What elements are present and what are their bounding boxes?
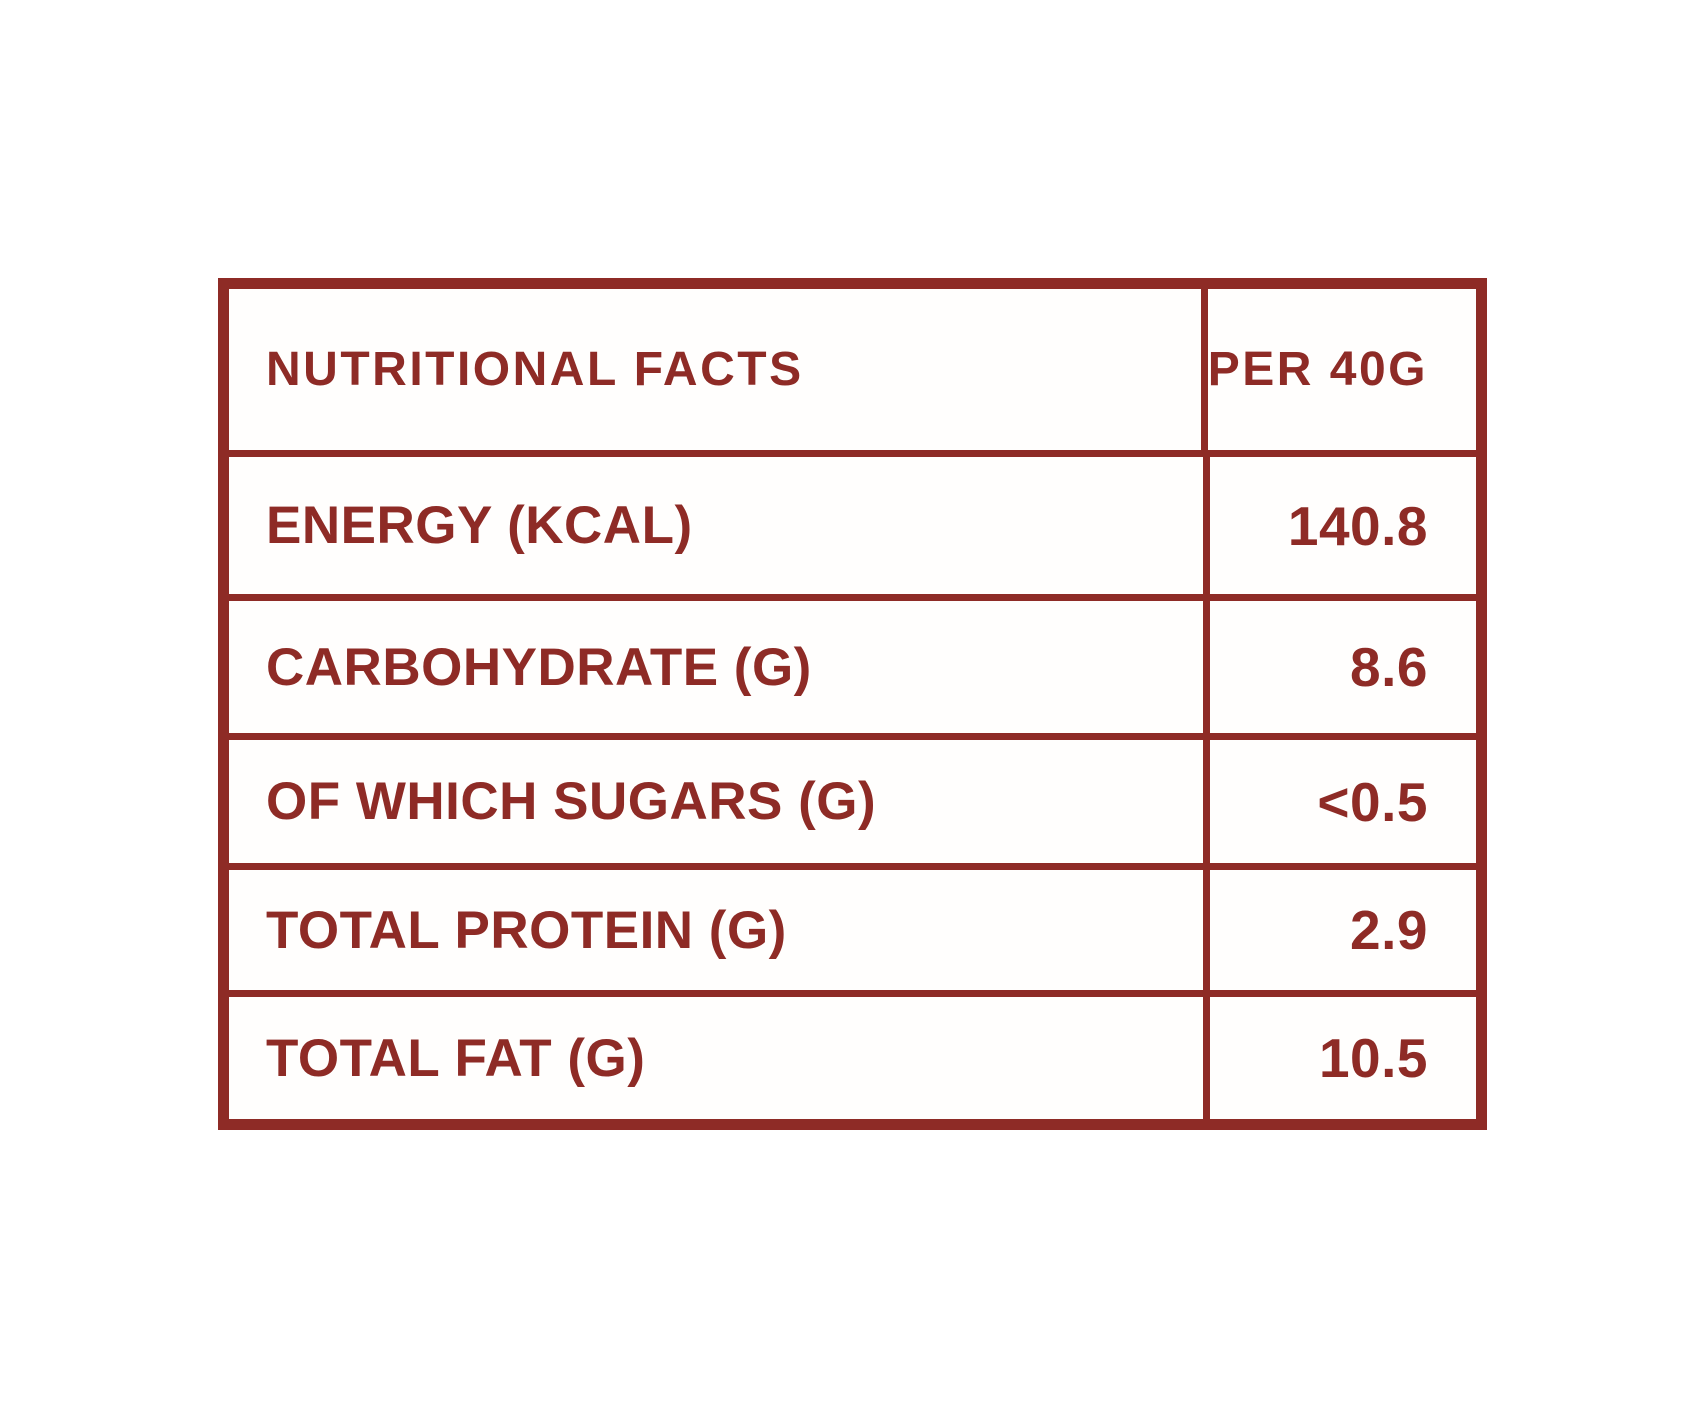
nutritional-facts-heading: NUTRITIONAL FACTS bbox=[266, 343, 804, 396]
sugars-value-cell: <0.5 bbox=[1210, 740, 1476, 863]
carbohydrate-value: 8.6 bbox=[1350, 636, 1428, 698]
table-row-protein: TOTAL PROTEIN (G) 2.9 bbox=[229, 870, 1476, 997]
table-header-row: NUTRITIONAL FACTS PER 40G bbox=[229, 289, 1476, 457]
protein-value-cell: 2.9 bbox=[1210, 870, 1476, 990]
protein-value: 2.9 bbox=[1350, 899, 1428, 961]
fat-label: TOTAL FAT (G) bbox=[266, 1028, 646, 1088]
fat-label-cell: TOTAL FAT (G) bbox=[229, 997, 1210, 1119]
energy-value-cell: 140.8 bbox=[1210, 457, 1476, 594]
carbohydrate-label: CARBOHYDRATE (G) bbox=[266, 637, 812, 697]
table-row-fat: TOTAL FAT (G) 10.5 bbox=[229, 997, 1476, 1119]
carbohydrate-value-cell: 8.6 bbox=[1210, 601, 1476, 733]
nutrition-facts-table: NUTRITIONAL FACTS PER 40G ENERGY (KCAL) … bbox=[218, 278, 1487, 1130]
table-row-energy: ENERGY (KCAL) 140.8 bbox=[229, 457, 1476, 601]
sugars-label-cell: OF WHICH SUGARS (G) bbox=[229, 740, 1210, 863]
energy-label: ENERGY (KCAL) bbox=[266, 496, 693, 555]
sugars-label: OF WHICH SUGARS (G) bbox=[266, 772, 877, 831]
table-row-carbohydrate: CARBOHYDRATE (G) 8.6 bbox=[229, 601, 1476, 740]
header-cell-nutritional-facts: NUTRITIONAL FACTS bbox=[229, 289, 1208, 450]
energy-value: 140.8 bbox=[1287, 494, 1428, 557]
sugars-value: <0.5 bbox=[1317, 770, 1428, 833]
protein-label-cell: TOTAL PROTEIN (G) bbox=[229, 870, 1210, 990]
table-row-sugars: OF WHICH SUGARS (G) <0.5 bbox=[229, 740, 1476, 870]
carbohydrate-label-cell: CARBOHYDRATE (G) bbox=[229, 601, 1210, 733]
fat-value-cell: 10.5 bbox=[1210, 997, 1476, 1119]
protein-label: TOTAL PROTEIN (G) bbox=[266, 900, 787, 960]
fat-value: 10.5 bbox=[1318, 1027, 1428, 1089]
per-40g-heading: PER 40G bbox=[1207, 343, 1428, 396]
header-cell-per-40g: PER 40G bbox=[1208, 289, 1476, 450]
energy-label-cell: ENERGY (KCAL) bbox=[229, 457, 1210, 594]
